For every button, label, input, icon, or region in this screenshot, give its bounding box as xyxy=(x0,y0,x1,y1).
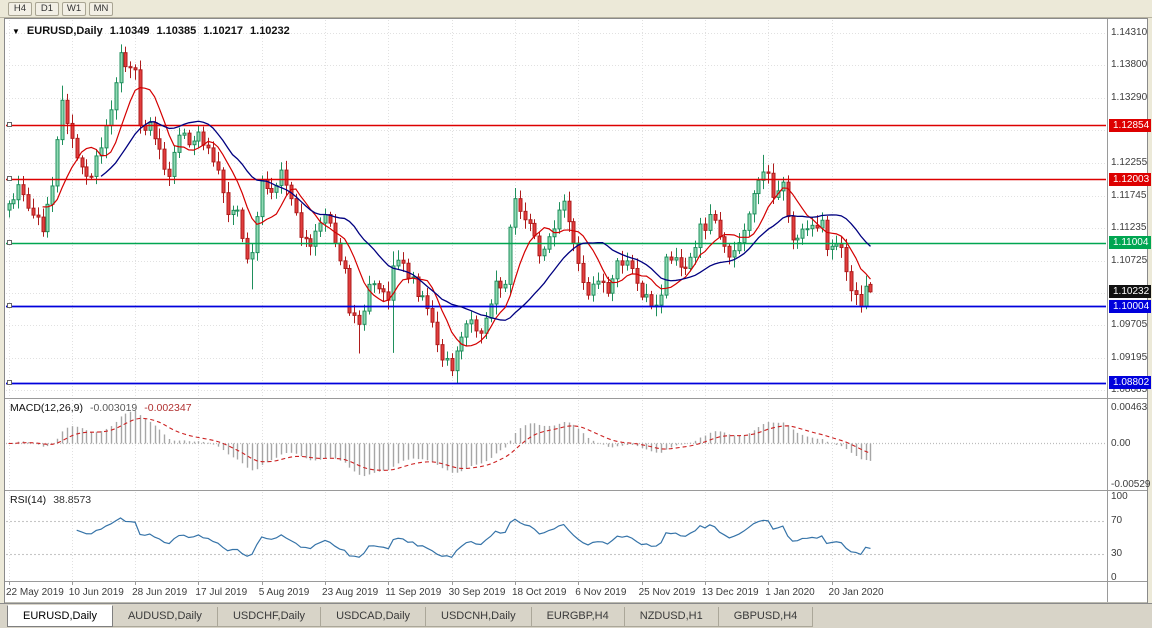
rsi-axis-tick: 30 xyxy=(1111,547,1123,559)
price-axis-tick: 1.13800 xyxy=(1111,59,1148,71)
chart-tab-audusd-daily[interactable]: AUDUSD,Daily xyxy=(111,607,218,627)
price-axis[interactable]: 1.143101.138001.132901.127801.122551.117… xyxy=(1108,18,1152,603)
date-label: 11 Sep 2019 xyxy=(385,587,442,598)
date-label: 6 Nov 2019 xyxy=(575,587,627,598)
ohlc-open-value: 1.10349 xyxy=(109,25,150,37)
price-axis-tick: 1.09195 xyxy=(1111,351,1148,363)
macd-panel-label: MACD(12,26,9) -0.003019 -0.002347 xyxy=(10,402,192,414)
chart-tab-eurusd-daily[interactable]: EURUSD,Daily xyxy=(7,605,113,627)
chart-tabs-bar: EURUSD,Daily AUDUSD,Daily USDCHF,Daily USDC… xyxy=(0,603,1152,628)
price-level-badge: 1.12003 xyxy=(1109,172,1151,186)
price-axis-tick: 1.09705 xyxy=(1111,319,1148,331)
chart-tab-nzdusd-h1[interactable]: NZDUSD,H1 xyxy=(623,607,719,627)
current-price-badge: 1.10232 xyxy=(1109,285,1151,299)
price-axis-tick: 1.12255 xyxy=(1111,157,1148,169)
chart-tab-usdcad-daily[interactable]: USDCAD,Daily xyxy=(320,607,427,627)
chart-tab-usdcnh-daily[interactable]: USDCNH,Daily xyxy=(425,607,532,627)
macd-indicator-name: MACD(12,26,9) xyxy=(10,402,83,414)
date-label: 17 Jul 2019 xyxy=(195,587,248,598)
ohlc-high-value: 1.10385 xyxy=(156,25,197,37)
date-label: 23 Aug 2019 xyxy=(322,587,379,598)
price-axis-tick: 1.14310 xyxy=(1111,27,1148,38)
chart-tab-eurgbp-h4[interactable]: EURGBP,H4 xyxy=(530,607,625,627)
timeframe-mn-button[interactable]: MN xyxy=(89,1,113,16)
rsi-axis-tick: 0 xyxy=(1111,572,1117,583)
timeframe-toolbar: H4 D1 W1 MN xyxy=(0,0,1152,18)
time-axis[interactable]: 22 May 2019 10 Jun 2019 28 Jun 2019 17 Jul … xyxy=(5,582,1107,602)
date-label: 28 Jun 2019 xyxy=(132,587,188,598)
ohlc-close-value: 1.10232 xyxy=(250,25,290,37)
macd-main-value: -0.003019 xyxy=(89,402,138,414)
rsi-panel-label: RSI(14) 38.8573 xyxy=(10,494,91,506)
chart-title: ▼ EURUSD,Daily 1.10349 1.10385 1.10217 1… xyxy=(12,25,290,37)
timeframe-w1-button[interactable]: W1 xyxy=(62,1,86,16)
rsi-axis-tick: 100 xyxy=(1111,491,1128,502)
date-label: 20 Jan 2020 xyxy=(828,587,884,598)
chart-symbol-label: EURUSD,Daily xyxy=(26,25,103,37)
price-axis-tick: 1.08685 xyxy=(1111,384,1148,396)
price-axis-tick: 1.10725 xyxy=(1111,254,1148,266)
date-label: 25 Nov 2019 xyxy=(638,587,696,598)
date-label: 30 Sep 2019 xyxy=(448,587,506,598)
chart-tab-usdchf-daily[interactable]: USDCHF,Daily xyxy=(216,607,322,627)
chart-tab-gbpusd-h4[interactable]: GBPUSD,H4 xyxy=(717,607,814,627)
rsi-axis-tick: 70 xyxy=(1111,515,1123,527)
timeframe-d1-button[interactable]: D1 xyxy=(35,1,59,16)
date-label: 5 Aug 2019 xyxy=(258,587,310,598)
date-label: 22 May 2019 xyxy=(6,587,64,598)
timeframe-h4-button[interactable]: H4 xyxy=(8,1,32,16)
price-axis-tick: 1.11235 xyxy=(1111,222,1147,234)
date-label: 18 Oct 2019 xyxy=(511,587,567,598)
date-label: 1 Jan 2020 xyxy=(765,587,815,598)
ohlc-low-value: 1.10217 xyxy=(203,25,244,37)
macd-axis-tick: -0.00529 xyxy=(1111,478,1151,490)
price-level-badge: 1.11004 xyxy=(1109,236,1151,250)
price-level-badge: 1.10004 xyxy=(1109,299,1151,313)
macd-signal-value: -0.002347 xyxy=(144,402,192,414)
date-label: 13 Dec 2019 xyxy=(701,587,759,598)
rsi-value: 38.8573 xyxy=(53,494,92,506)
date-label: 10 Jun 2019 xyxy=(68,587,124,598)
price-level-badge: 1.08802 xyxy=(1109,376,1151,390)
one-click-trading-toggle-icon[interactable]: ▼ xyxy=(12,26,20,36)
rsi-indicator-name: RSI(14) xyxy=(10,494,47,506)
price-axis-tick: 1.11745 xyxy=(1111,189,1147,201)
price-level-badge: 1.12854 xyxy=(1109,118,1151,132)
price-axis-tick: 1.13290 xyxy=(1111,91,1148,103)
macd-axis-tick: 0.00 xyxy=(1111,437,1131,449)
macd-axis-tick: 0.00463 xyxy=(1111,401,1148,413)
